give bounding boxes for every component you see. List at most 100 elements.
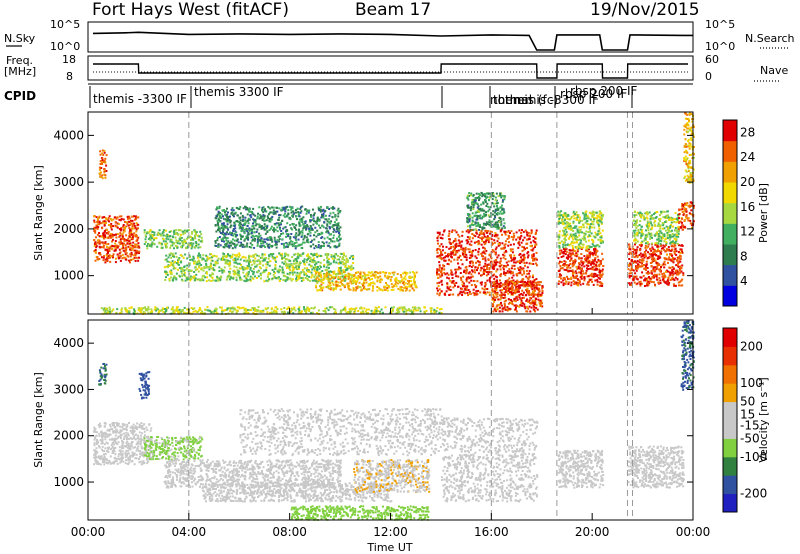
data-cell	[482, 202, 485, 205]
data-cell	[181, 310, 184, 313]
data-cell	[503, 294, 506, 297]
data-cell	[252, 273, 255, 276]
data-cell	[469, 225, 472, 228]
data-cell	[104, 307, 107, 310]
data-cell	[352, 278, 355, 280]
data-cell	[266, 311, 269, 314]
data-cell	[395, 312, 398, 315]
data-cell	[528, 272, 530, 275]
data-cell	[153, 233, 156, 236]
data-cell	[178, 257, 181, 260]
data-cell	[116, 225, 119, 228]
data-cell	[247, 217, 250, 220]
data-cell	[276, 270, 279, 273]
data-cell	[511, 292, 513, 295]
data-cell	[511, 264, 514, 267]
data-cell	[226, 237, 229, 240]
data-cell	[519, 262, 521, 265]
nsky-strip-frame	[87, 21, 694, 53]
data-cell	[244, 222, 247, 225]
data-cell	[468, 192, 471, 195]
data-cell	[503, 291, 506, 294]
data-cell	[332, 237, 335, 239]
data-cell	[164, 258, 167, 261]
data-cell	[334, 221, 336, 224]
data-cell	[345, 260, 348, 263]
nsky-series	[92, 31, 693, 51]
data-cell	[495, 289, 498, 291]
data-cell	[312, 223, 315, 226]
data-cell	[374, 276, 377, 279]
data-cell	[306, 239, 308, 242]
data-cell	[176, 246, 179, 249]
data-cell	[591, 259, 594, 262]
data-cell	[151, 237, 153, 240]
data-cell	[397, 280, 400, 282]
data-cell	[184, 279, 187, 282]
data-cell	[379, 288, 382, 291]
data-cell	[267, 272, 270, 274]
data-cell	[518, 253, 521, 256]
data-cell	[314, 226, 317, 229]
data-cell	[137, 309, 140, 312]
data-cell	[484, 200, 487, 203]
data-cell	[321, 214, 323, 217]
data-cell	[502, 286, 505, 289]
data-cell	[301, 234, 304, 237]
data-cell	[119, 232, 122, 235]
data-cell	[265, 257, 268, 260]
data-cell	[483, 251, 486, 254]
data-cell	[525, 294, 527, 297]
data-cell	[195, 243, 198, 246]
freq-tick-top: 18	[62, 53, 76, 66]
data-cell	[224, 262, 227, 265]
data-cell	[513, 297, 516, 300]
data-cell	[519, 256, 522, 259]
data-cell	[335, 287, 337, 290]
data-cell	[494, 226, 497, 229]
data-cell	[244, 238, 247, 241]
data-cell	[110, 222, 113, 225]
data-cell	[511, 248, 514, 251]
data-cell	[506, 290, 509, 293]
data-cell	[238, 245, 241, 247]
data-cell	[305, 228, 307, 231]
data-cell	[122, 224, 125, 226]
data-cell	[310, 307, 313, 310]
data-cell	[491, 249, 494, 251]
data-cell	[253, 262, 256, 265]
data-cell	[328, 263, 331, 266]
data-cell	[332, 287, 335, 290]
data-cell	[307, 238, 310, 241]
data-cell	[579, 257, 582, 260]
data-cell	[487, 273, 490, 276]
data-cell	[93, 215, 96, 218]
data-cell	[492, 282, 495, 285]
data-cell	[242, 306, 245, 309]
data-cell	[234, 220, 237, 223]
data-cell	[215, 215, 218, 218]
data-cell	[227, 217, 229, 220]
data-cell	[497, 304, 500, 306]
data-cell	[585, 269, 588, 272]
data-cell	[352, 256, 355, 259]
data-cell	[508, 307, 511, 310]
data-cell	[437, 247, 440, 250]
data-cell	[498, 216, 501, 219]
data-cell	[559, 267, 562, 270]
data-cell	[130, 259, 133, 261]
data-cell	[266, 215, 269, 218]
data-cell	[344, 309, 347, 312]
freq-label-line1: Freq.	[6, 54, 33, 67]
data-cell	[493, 223, 496, 226]
data-cell	[225, 239, 228, 242]
data-cell	[492, 304, 495, 307]
data-cell	[166, 242, 169, 245]
data-cell	[284, 275, 287, 278]
data-cell	[518, 284, 521, 287]
data-cell	[390, 276, 393, 278]
data-cell	[535, 262, 537, 265]
data-cell	[520, 241, 523, 244]
data-cell	[493, 218, 496, 221]
data-cell	[440, 269, 443, 272]
